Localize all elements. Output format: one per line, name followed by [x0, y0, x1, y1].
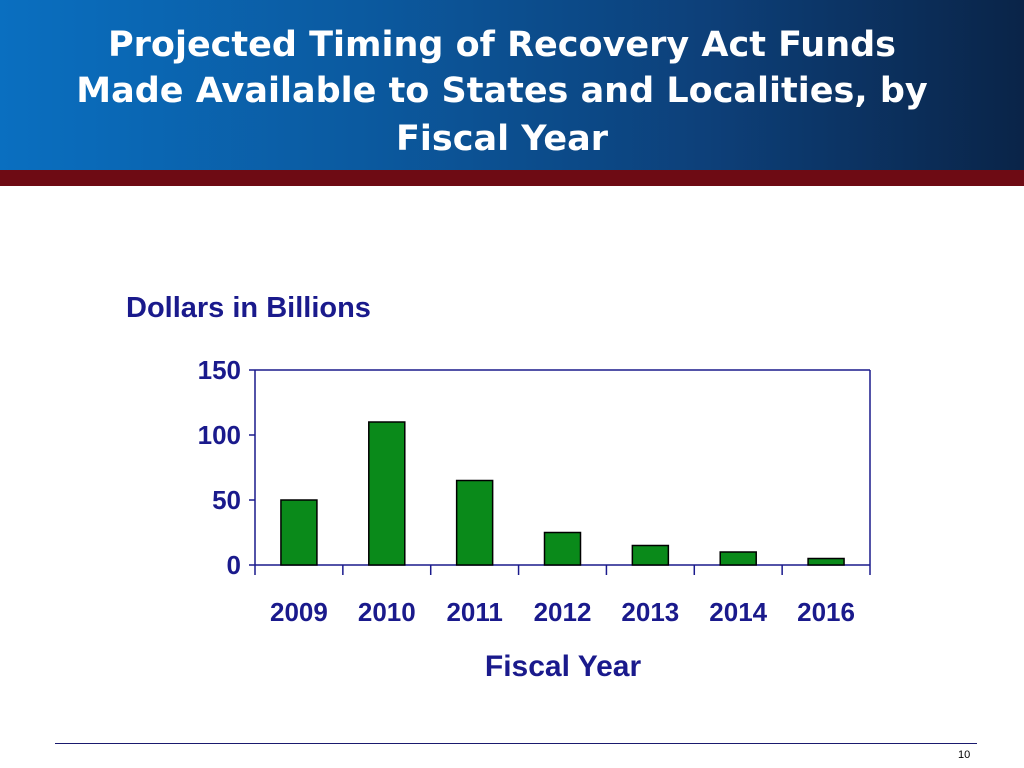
y-tick-label: 0 — [227, 550, 241, 580]
slide-title: Projected Timing of Recovery Act Funds M… — [0, 22, 1004, 162]
bar — [631, 544, 670, 566]
header-accent-band — [0, 170, 1024, 186]
x-tick-label: 2009 — [270, 597, 328, 627]
x-axis-label: Fiscal Year — [485, 650, 642, 683]
x-tick-label: 2016 — [797, 597, 855, 627]
bar — [543, 531, 582, 566]
bar — [368, 421, 406, 566]
title-line-2: Made Available to States and Localities,… — [76, 71, 928, 111]
title-line-3: Fiscal Year — [395, 119, 609, 159]
y-axis-label: Dollars in Billions — [126, 292, 371, 324]
slide-header — [0, 0, 1024, 170]
x-tick-label: 2014 — [709, 597, 767, 627]
bar — [719, 551, 757, 566]
y-tick-label: 150 — [198, 355, 241, 385]
x-tick-label: 2013 — [621, 597, 679, 627]
title-line-1: Projected Timing of Recovery Act Funds — [107, 25, 897, 65]
bar — [280, 499, 318, 566]
bar — [807, 557, 845, 566]
y-tick-label: 50 — [212, 485, 241, 515]
bar — [455, 479, 494, 566]
x-tick-label: 2010 — [358, 597, 416, 627]
page-number: 10 — [958, 749, 971, 761]
y-tick-label: 100 — [198, 420, 241, 450]
x-tick-label: 2011 — [446, 597, 502, 627]
footer-divider — [55, 743, 977, 744]
x-tick-label: 2012 — [534, 597, 592, 627]
